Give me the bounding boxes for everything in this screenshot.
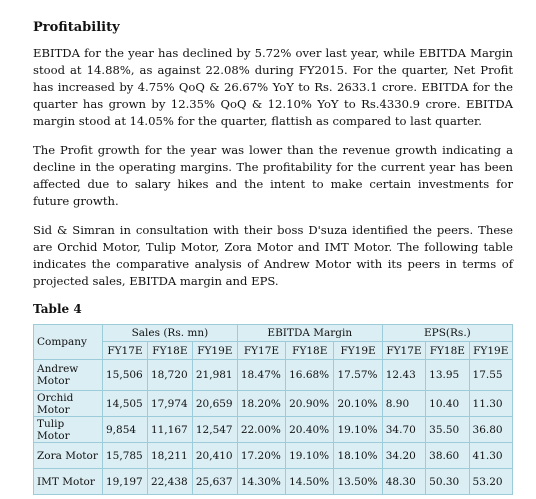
value-cell: 18,211 [146,442,193,469]
value-cell: 16.68% [285,359,335,391]
year-header: FY18E [146,341,193,360]
value-cell: 19,197 [102,468,148,495]
value-cell: 48.30 [381,468,427,495]
value-cell: 19.10% [333,416,383,443]
paragraph: The Profit growth for the year was lower… [33,143,513,208]
value-cell: 12,547 [191,416,238,443]
year-header: FY19E [468,341,514,360]
company-header: Company [33,324,103,360]
value-cell: 17.20% [236,442,287,469]
group-header: EBITDA Margin [236,324,383,342]
value-cell: 17.55 [468,359,514,391]
company-cell: Zora Motor [33,442,103,469]
paragraph: EBITDA for the year has declined by 5.72… [33,46,513,128]
value-cell: 18.47% [236,359,287,391]
value-cell: 11,167 [146,416,193,443]
group-header: Sales (Rs. mn) [102,324,238,342]
value-cell: 14.30% [236,468,287,495]
year-header: FY18E [425,341,470,360]
group-header: EPS(Rs.) [381,324,514,342]
value-cell: 14,505 [102,390,148,417]
value-cell: 35.50 [425,416,470,443]
value-cell: 13.50% [333,468,383,495]
value-cell: 21,981 [191,359,238,391]
value-cell: 20,410 [191,442,238,469]
value-cell: 34.20 [381,442,427,469]
paragraph: Sid & Simran in consultation with their … [33,223,513,288]
value-cell: 20.90% [285,390,335,417]
value-cell: 15,785 [102,442,148,469]
value-cell: 20.40% [285,416,335,443]
comparison-table: Company Sales (Rs. mn) EBITDA Margin EPS(R… [33,324,514,495]
value-cell: 38.60 [425,442,470,469]
table-row: IMT Motor 19,197 22,438 25,637 14.30% 14.50% 1… [33,468,514,495]
value-cell: 22.00% [236,416,287,443]
value-cell: 10.40 [425,390,470,417]
value-cell: 8.90 [381,390,427,417]
value-cell: 14.50% [285,468,335,495]
company-cell: IMT Motor [33,468,103,495]
value-cell: 19.10% [285,442,335,469]
year-header: FY17E [381,341,427,360]
company-cell: Orchid Motor [33,390,103,417]
value-cell: 50.30 [425,468,470,495]
year-header: FY19E [191,341,238,360]
value-cell: 41.30 [468,442,514,469]
value-cell: 34.70 [381,416,427,443]
value-cell: 18.10% [333,442,383,469]
year-header: FY18E [285,341,335,360]
value-cell: 25,637 [191,468,238,495]
value-cell: 20.10% [333,390,383,417]
heading: Profitability [33,20,120,35]
value-cell: 18.20% [236,390,287,417]
table-caption: Table 4 [33,302,82,316]
table-row: Zora Motor 15,785 18,211 20,410 17.20% 19.10%… [33,442,514,469]
value-cell: 15,506 [102,359,148,391]
table-row: Andrew Motor 15,506 18,720 21,981 18.47% 16.6… [33,359,514,391]
value-cell: 22,438 [146,468,193,495]
value-cell: 11.30 [468,390,514,417]
value-cell: 20,659 [191,390,238,417]
value-cell: 36.80 [468,416,514,443]
table-row: Tulip Motor 9,854 11,167 12,547 22.00% 20.40%… [33,416,514,443]
table-row: Orchid Motor 14,505 17,974 20,659 18.20% 20.9… [33,390,514,417]
year-header: FY19E [333,341,383,360]
value-cell: 12.43 [381,359,427,391]
value-cell: 18,720 [146,359,193,391]
value-cell: 53.20 [468,468,514,495]
company-cell: Tulip Motor [33,416,103,443]
year-header: FY17E [236,341,287,360]
value-cell: 17,974 [146,390,193,417]
year-header: FY17E [102,341,148,360]
value-cell: 17.57% [333,359,383,391]
value-cell: 9,854 [102,416,148,443]
company-cell: Andrew Motor [33,359,103,391]
value-cell: 13.95 [425,359,470,391]
